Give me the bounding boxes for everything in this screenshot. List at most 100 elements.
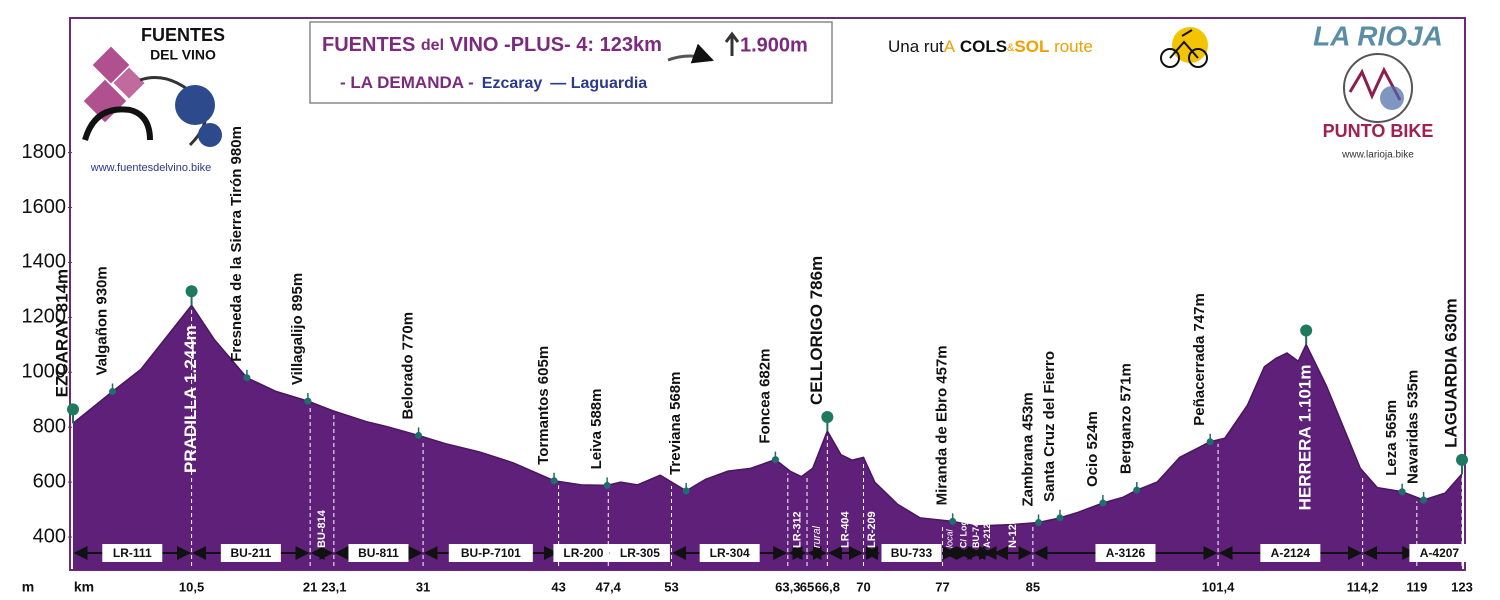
title: FUENTES del VINO -PLUS- 4: 123km <box>322 34 662 56</box>
brand-right: PUNTO BIKE <box>1323 121 1434 141</box>
y-tick-label: 400 <box>33 525 66 547</box>
url-right: www.larioja.bike <box>1341 150 1414 161</box>
town-label: Zambrana 453m <box>1019 392 1036 506</box>
x-tick-label: 101,4 <box>1202 579 1235 594</box>
logo-shape <box>198 123 222 147</box>
tagline-part: A <box>944 37 956 56</box>
x-tick-label: 21 <box>303 579 317 594</box>
town-marker <box>109 387 117 395</box>
x-tick-label: 119 <box>1406 579 1427 594</box>
icon-wheel <box>1160 48 1180 68</box>
y-tick-label: 600 <box>33 470 66 492</box>
segment-label: LR-305 <box>620 546 660 560</box>
segment-label-bg <box>553 544 614 562</box>
x-tick-label: 10,5 <box>179 579 204 594</box>
logo-shape <box>113 67 145 99</box>
logo-right-shape <box>1348 66 1402 101</box>
town-marker <box>682 487 690 495</box>
segment-label: A-3126 <box>1106 546 1146 560</box>
town-label: EZCARAY 814m <box>52 269 71 398</box>
x-tick-label: 31 <box>416 579 430 594</box>
segment-label-bg <box>1409 544 1470 562</box>
segment-label: BU-814 <box>316 509 328 548</box>
x-tick-label: 65 <box>800 579 814 594</box>
town-marker <box>1099 499 1107 507</box>
town-label: PRADILLA 1.244m <box>181 325 200 473</box>
segment-label-bg <box>348 544 409 562</box>
segment-label: rural <box>811 525 823 548</box>
title-part: VINO -PLUS- 4: 123km <box>444 34 662 56</box>
town-marker <box>1035 518 1043 526</box>
town-label: Treviana 568m <box>667 372 684 475</box>
brand-left: DEL VINO <box>150 47 216 63</box>
subtitle-part: - LA DEMANDA - <box>340 73 474 92</box>
town-label: Peñacerrada 747m <box>1191 293 1208 426</box>
x-tick-label: 85 <box>1026 579 1040 594</box>
town-marker <box>949 517 957 525</box>
segment-label-bg <box>609 544 670 562</box>
town-label: Miranda de Ebro 457m <box>934 345 951 505</box>
town-marker <box>1420 496 1428 504</box>
logo-right <box>1343 53 1413 123</box>
x-tick-label: 123 <box>1451 579 1473 594</box>
icon-wheel <box>1188 48 1208 68</box>
town-marker <box>771 456 779 464</box>
segment-label-bg <box>1260 544 1321 562</box>
tagline-icon <box>1160 27 1208 68</box>
x-axis-label: km <box>74 579 94 595</box>
town-label: Belorado 770m <box>400 312 417 420</box>
segment-label: BU-740 <box>971 517 981 548</box>
title-part: FUENTES <box>322 34 421 56</box>
town-marker <box>1056 514 1064 522</box>
segment-label-bg <box>102 544 163 562</box>
y-tick-label: 1400 <box>22 251 67 273</box>
town-label: Navaridas 535m <box>1405 370 1422 484</box>
x-tick-label: 43 <box>551 579 565 594</box>
segment-label: LR-404 <box>839 510 851 548</box>
plot: LR-111 BU-211 BU-814 BU-811 BU-P-7101 LR-200 L… <box>52 126 1470 570</box>
segment-label-bg <box>881 544 942 562</box>
y-tick-label: 1600 <box>22 196 67 218</box>
segment-label: LR-200 <box>563 546 603 560</box>
y-tick-label: 1800 <box>22 141 67 163</box>
town-label: Tormantos 605m <box>535 346 552 465</box>
segment-label: A-2124 <box>1271 546 1311 560</box>
logo-shape <box>82 106 153 141</box>
tagline-part: Una rut <box>888 37 944 56</box>
y-axis-label: m <box>22 579 34 595</box>
subtitle: - LA DEMANDA - Ezcaray — Laguardia <box>340 73 647 92</box>
town-label: LAGUARDIA 630m <box>1441 298 1460 448</box>
town-marker <box>185 285 198 298</box>
town-marker <box>1300 324 1313 337</box>
tagline: Una rutA COLS&SOL route <box>888 37 1093 56</box>
x-tick-label: 53 <box>664 579 678 594</box>
segment-label: N-124 <box>1007 517 1019 548</box>
town-marker <box>415 431 423 439</box>
x-tick-label: 70 <box>856 579 870 594</box>
town-label: Villagalijo 895m <box>289 273 306 385</box>
town-label: Santa Cruz del Fierro <box>1041 351 1058 502</box>
town-marker <box>1398 488 1406 496</box>
town-marker <box>304 397 312 405</box>
x-tick-label: 66,8 <box>815 579 840 594</box>
profile-line <box>72 303 1463 527</box>
x-tick-label: 47,4 <box>596 579 622 594</box>
segment-label: A-4207 <box>1420 546 1460 560</box>
segment-label-bg <box>448 544 533 562</box>
tagline-part: COLS <box>955 37 1007 56</box>
url-left: www.fuentesdelvino.bike <box>90 162 211 174</box>
brand-left: FUENTES <box>141 25 225 45</box>
distance-icon <box>667 43 714 64</box>
segment-label: BU-733 <box>891 546 933 560</box>
x-tick-label: 23,1 <box>321 579 346 594</box>
y-tick-label: 800 <box>33 415 66 437</box>
logo-shape <box>175 85 215 125</box>
segment-label: C/ Logroño <box>958 500 968 548</box>
y-tick-label: 1200 <box>22 306 67 328</box>
region: LA RIOJA <box>1313 20 1443 51</box>
icon-sun <box>1172 27 1208 63</box>
y-tick-label: 1000 <box>22 361 67 383</box>
town-label: Foncea 682m <box>756 349 773 444</box>
